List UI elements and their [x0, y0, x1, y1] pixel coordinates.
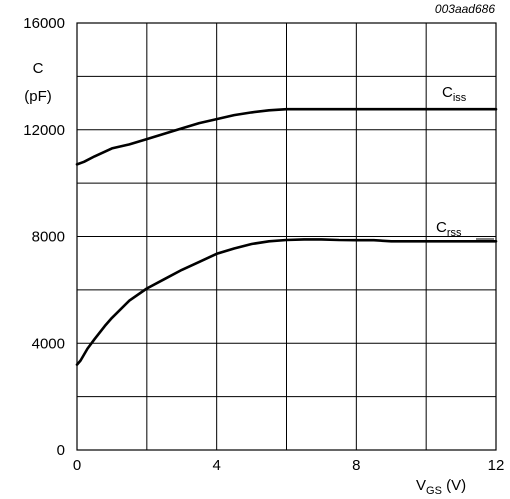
- y-tick-label: 4000: [32, 335, 65, 352]
- y-tick-label: 8000: [32, 229, 65, 246]
- series-label-crss-main: C: [436, 219, 447, 236]
- figure-id: 003aad686: [435, 2, 495, 16]
- series-line-crss: [75, 238, 498, 366]
- series-line-ciss: [75, 107, 498, 166]
- series-label-crss: Crss: [436, 219, 462, 239]
- x-axis-label-sub: GS: [426, 485, 442, 497]
- y-axis-label-symbol: C: [33, 60, 44, 77]
- y-tick-label: 0: [57, 442, 65, 459]
- y-tick-label: 16000: [23, 15, 65, 32]
- series-label-ciss: Ciss: [442, 84, 467, 104]
- tick-labels: 0 4 8 12 0 4000 8000 12000 16000: [23, 15, 504, 474]
- series-label-ciss-sub: iss: [453, 92, 467, 104]
- x-axis-label-main: V: [416, 477, 426, 494]
- y-tick-label: 12000: [23, 122, 65, 139]
- x-tick-label: 12: [488, 457, 505, 474]
- plot-frame: [76, 22, 497, 451]
- x-tick-label: 0: [73, 457, 81, 474]
- x-tick-label: 4: [212, 457, 220, 474]
- x-axis-label: VGS (V): [416, 477, 466, 497]
- series-layer: [75, 107, 498, 366]
- x-axis-label-unit: (V): [442, 477, 466, 494]
- grid-lines: [76, 22, 497, 451]
- series-label-ciss-main: C: [442, 84, 453, 101]
- series-label-crss-sub: rss: [447, 227, 462, 239]
- x-tick-label: 8: [352, 457, 360, 474]
- y-axis-label-unit: (pF): [24, 88, 52, 105]
